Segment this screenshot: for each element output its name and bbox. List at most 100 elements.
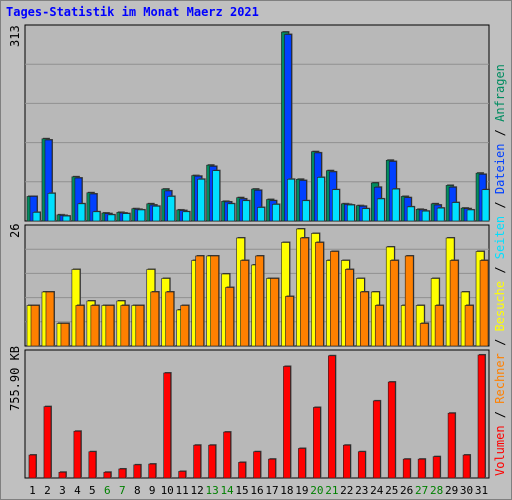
bar-rechner-22 [345, 269, 354, 347]
x-tick-label-12: 12 [191, 484, 204, 497]
x-tick-label-6: 6 [104, 484, 111, 497]
bar-volumen-1 [28, 454, 37, 479]
bar-volumen-13 [208, 444, 216, 479]
bar-rechner-4 [75, 305, 85, 347]
bar-volumen-12 [193, 444, 201, 479]
bar-volumen-2 [43, 406, 52, 479]
bar-volumen-22 [343, 444, 351, 479]
bar-rechner-26 [404, 255, 414, 347]
bar-volumen-10 [163, 372, 171, 479]
bar-seiten-16 [257, 207, 265, 222]
bar-volumen-18 [283, 366, 291, 479]
bar-volumen-29 [447, 412, 456, 479]
y-max-label-middle: 26 [8, 224, 22, 238]
bar-rechner-15 [240, 260, 249, 347]
side-legend: Volumen / Rechner / Besuche / Seiten / D… [493, 64, 507, 476]
bar-seiten-7 [122, 213, 131, 222]
bar-volumen-30 [462, 454, 471, 479]
bar-seiten-15 [242, 200, 250, 222]
bar-seiten-27 [421, 210, 430, 222]
side-legend-part-1: / [493, 404, 507, 426]
side-legend-part-4: Besuche [493, 281, 507, 332]
bar-seiten-31 [481, 189, 490, 222]
bar-seiten-14 [227, 203, 235, 222]
bar-rechner-1 [30, 305, 40, 347]
y-max-label-top: 313 [8, 25, 22, 47]
side-legend-part-7: / [493, 194, 507, 216]
side-legend-part-10: Anfragen [493, 64, 507, 122]
x-tick-label-14: 14 [220, 484, 234, 497]
bar-rechner-16 [255, 255, 264, 347]
bar-rechner-12 [195, 255, 204, 347]
bar-rechner-7 [120, 305, 130, 347]
bar-rechner-23 [359, 291, 369, 347]
bar-seiten-19 [302, 200, 310, 222]
bar-rechner-2 [45, 291, 55, 347]
side-legend-part-0: Volumen [493, 425, 507, 476]
bar-volumen-8 [133, 464, 142, 479]
bar-volumen-3 [58, 471, 67, 479]
bar-volumen-20 [313, 407, 321, 479]
bar-volumen-6 [103, 471, 112, 479]
x-tick-label-23: 23 [355, 484, 368, 497]
bar-rechner-14 [225, 287, 234, 347]
bar-rechner-24 [374, 305, 384, 347]
bar-rechner-9 [150, 291, 160, 347]
bar-seiten-3 [62, 215, 71, 222]
bar-volumen-11 [178, 471, 186, 479]
bar-rechner-8 [135, 305, 145, 347]
x-tick-label-13: 13 [205, 484, 218, 497]
bar-rechner-30 [464, 305, 474, 347]
bar-seiten-29 [451, 202, 460, 222]
bar-rechner-6 [105, 305, 115, 347]
bar-seiten-21 [332, 189, 340, 222]
bar-volumen-19 [298, 448, 306, 479]
bar-seiten-18 [287, 178, 295, 222]
bar-seiten-20 [317, 177, 325, 222]
bar-rechner-27 [419, 323, 429, 347]
bar-seiten-13 [212, 170, 220, 222]
bar-seiten-23 [361, 208, 370, 222]
bar-rechner-28 [434, 305, 444, 347]
bar-seiten-1 [32, 212, 41, 222]
bar-seiten-26 [406, 206, 415, 222]
x-tick-label-10: 10 [161, 484, 174, 497]
bar-seiten-9 [152, 205, 161, 222]
side-legend-part-8: Dateien [493, 144, 507, 195]
bar-volumen-31 [477, 354, 486, 479]
bar-rechner-11 [180, 305, 189, 347]
bar-volumen-7 [118, 468, 127, 479]
bar-rechner-29 [449, 260, 459, 347]
bar-rechner-25 [389, 260, 399, 347]
chart-bars [26, 31, 491, 479]
bar-seiten-24 [376, 198, 385, 222]
bar-rechner-31 [479, 260, 489, 347]
side-legend-part-3: / [493, 331, 507, 353]
side-legend-part-9: / [493, 122, 507, 144]
bar-volumen-27 [417, 458, 426, 479]
bar-seiten-2 [47, 193, 56, 222]
side-legend-part-2: Rechner [493, 353, 507, 404]
x-tick-label-19: 19 [295, 484, 308, 497]
bar-volumen-24 [372, 400, 381, 479]
x-axis-labels: 1 2 3 4 5 6 7 8 9 10 11 12 13 14 15 16 17 18 19 20 21 22 23 24 2… [29, 484, 488, 497]
x-tick-label-17: 17 [265, 484, 278, 497]
x-tick-label-25: 25 [385, 484, 398, 497]
x-tick-label-15: 15 [235, 484, 248, 497]
x-tick-label-4: 4 [74, 484, 81, 497]
side-legend-part-6: Seiten [493, 216, 507, 259]
bar-rechner-3 [60, 323, 70, 347]
bar-volumen-26 [402, 458, 411, 479]
x-tick-label-20: 20 [310, 484, 323, 497]
bar-seiten-25 [391, 188, 400, 222]
bar-volumen-15 [238, 462, 246, 479]
bar-seiten-28 [436, 207, 445, 222]
x-tick-label-9: 9 [149, 484, 156, 497]
bar-rechner-17 [270, 278, 279, 347]
x-tick-label-2: 2 [44, 484, 51, 497]
side-legend-part-5: / [493, 259, 507, 281]
x-tick-label-1: 1 [29, 484, 36, 497]
x-tick-label-21: 21 [325, 484, 338, 497]
bar-volumen-17 [268, 458, 276, 479]
bar-seiten-4 [77, 203, 86, 222]
